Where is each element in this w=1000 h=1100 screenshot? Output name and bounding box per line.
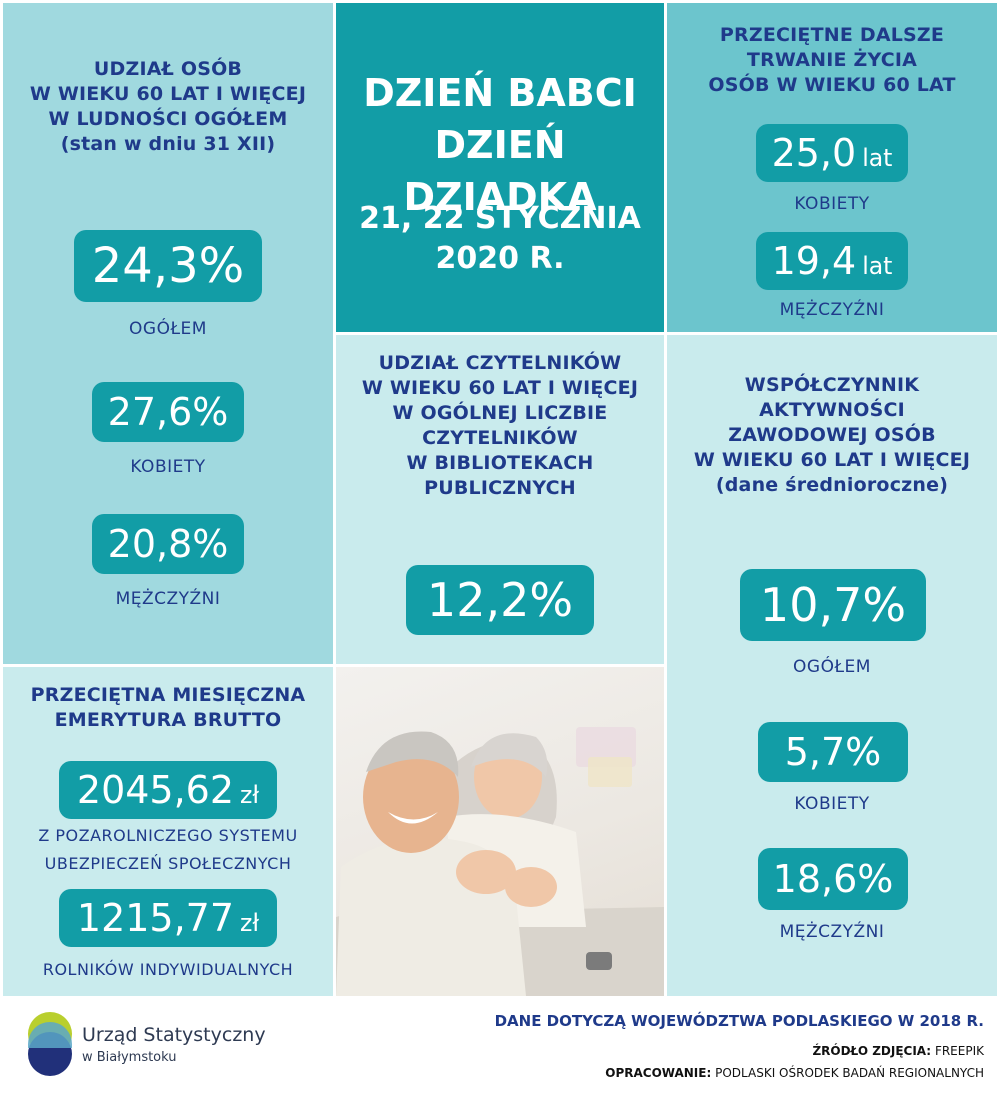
footer: Urząd Statystyczny w Białymstoku DANE DO… (0, 998, 1000, 1100)
life-expectancy-panel: PRZECIĘTNE DALSZE TRWANIE ŻYCIA OSÓB W W… (667, 3, 997, 332)
life-men-label: MĘŻCZYŹNI (779, 300, 885, 320)
event-title: DZIEŃ BABCI DZIEŃ DZIADKA (363, 71, 637, 219)
pension-farmers-value: 1215,77 zł (59, 889, 277, 947)
activity-women-label: KOBIETY (794, 794, 870, 814)
pension-heading: PRZECIĘTNA MIESIĘCZNA EMERYTURA BRUTTO (30, 684, 306, 731)
share-60-plus-heading: UDZIAŁ OSÓB W WIEKU 60 LAT I WIĘCEJ W LU… (29, 58, 307, 155)
life-women-value: 25,0 lat (756, 124, 908, 182)
share-total-value: 24,3% (74, 230, 262, 302)
grandparents-photo (336, 667, 664, 996)
prepared-by: OPRACOWANIE: PODLASKI OŚRODEK BADAŃ REGI… (605, 1066, 984, 1080)
pension-non-agri-value: 2045,62 zł (59, 761, 277, 819)
share-women-label: KOBIETY (130, 457, 206, 477)
activity-men-value: 18,6% (758, 848, 908, 910)
share-men-value: 20,8% (92, 514, 244, 574)
life-women-label: KOBIETY (794, 194, 870, 214)
readers-value: 12,2% (406, 565, 594, 635)
life-men-value: 19,4 lat (756, 232, 908, 290)
logo-text-primary: Urząd Statystyczny (82, 1024, 266, 1046)
pension-farmers-label: ROLNIKÓW INDYWIDUALNYCH (42, 960, 294, 979)
activity-panel: WSPÓŁCZYNNIK AKTYWNOŚCI ZAWODOWEJ OSÓB W… (667, 335, 997, 996)
us-bialystok-logo-icon (28, 1012, 72, 1076)
activity-total-label: OGÓŁEM (793, 657, 871, 677)
activity-women-value: 5,7% (758, 722, 908, 782)
share-men-label: MĘŻCZYŹNI (115, 589, 221, 609)
readers-panel: UDZIAŁ CZYTELNIKÓW W WIEKU 60 LAT I WIĘC… (336, 335, 664, 664)
photo-source: ŹRÓDŁO ZDJĘCIA: FREEPIK (812, 1044, 984, 1058)
share-60-plus-panel: UDZIAŁ OSÓB W WIEKU 60 LAT I WIĘCEJ W LU… (3, 3, 333, 664)
share-women-value: 27,6% (92, 382, 244, 442)
readers-heading: UDZIAŁ CZYTELNIKÓW W WIEKU 60 LAT I WIĘC… (361, 352, 639, 499)
event-date: 21, 22 STYCZNIA 2020 R. (359, 201, 641, 276)
prepared-by-value: PODLASKI OŚRODEK BADAŃ REGIONALNYCH (715, 1066, 984, 1080)
pension-non-agri-label: Z POZAROLNICZEGO SYSTEMU UBEZPIECZEŃ SPO… (38, 826, 298, 873)
prepared-by-label: OPRACOWANIE: (605, 1066, 712, 1080)
title-panel: DZIEŃ BABCI DZIEŃ DZIADKA 21, 22 STYCZNI… (336, 3, 664, 332)
activity-men-label: MĘŻCZYŹNI (779, 922, 885, 942)
pension-panel: PRZECIĘTNA MIESIĘCZNA EMERYTURA BRUTTO 2… (3, 667, 333, 996)
activity-heading: WSPÓŁCZYNNIK AKTYWNOŚCI ZAWODOWEJ OSÓB W… (693, 374, 971, 496)
activity-total-value: 10,7% (740, 569, 926, 641)
life-expectancy-heading: PRZECIĘTNE DALSZE TRWANIE ŻYCIA OSÓB W W… (708, 24, 956, 96)
grandparents-illustration (336, 727, 664, 996)
photo-source-value: FREEPIK (934, 1044, 984, 1058)
photo-source-label: ŹRÓDŁO ZDJĘCIA: (812, 1044, 932, 1058)
region-note: DANE DOTYCZĄ WOJEWÓDZTWA PODLASKIEGO W 2… (494, 1012, 984, 1030)
logo-text-secondary: w Białymstoku (82, 1050, 177, 1065)
share-total-label: OGÓŁEM (129, 319, 207, 339)
